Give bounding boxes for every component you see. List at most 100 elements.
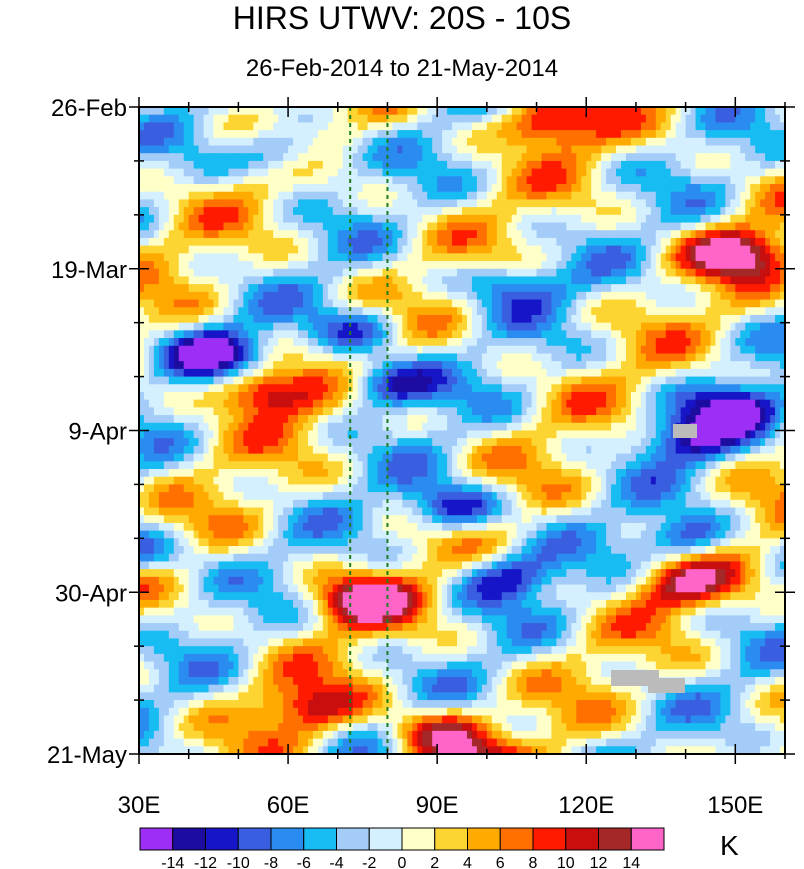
heatmap-cell bbox=[531, 130, 538, 139]
heatmap-cell bbox=[402, 237, 408, 247]
heatmap-cell bbox=[506, 176, 513, 185]
heatmap-cell bbox=[581, 130, 587, 139]
heatmap-cell bbox=[486, 245, 493, 254]
heatmap-cell bbox=[198, 261, 205, 270]
heatmap-cell bbox=[561, 253, 567, 262]
heatmap-cell bbox=[447, 230, 453, 239]
heatmap-cell bbox=[139, 130, 145, 139]
heatmap-cell bbox=[367, 299, 374, 308]
heatmap-cell bbox=[775, 291, 781, 301]
heatmap-cell bbox=[481, 253, 488, 262]
heatmap-cell bbox=[601, 299, 607, 308]
heatmap-cell bbox=[596, 284, 602, 293]
heatmap-cell bbox=[526, 191, 533, 201]
heatmap-cell bbox=[462, 284, 468, 293]
heatmap-cell bbox=[611, 345, 617, 355]
heatmap-cell bbox=[447, 245, 453, 254]
heatmap-cell bbox=[293, 361, 299, 370]
heatmap-cell bbox=[312, 184, 319, 193]
heatmap-cell bbox=[715, 122, 721, 131]
heatmap-cell bbox=[253, 107, 259, 116]
heatmap-cell bbox=[735, 314, 741, 324]
heatmap-cell bbox=[352, 207, 359, 216]
heatmap-cell bbox=[332, 399, 339, 408]
heatmap-cell bbox=[596, 137, 602, 147]
heatmap-cell bbox=[531, 322, 538, 331]
heatmap-cell bbox=[765, 338, 771, 347]
heatmap-cell bbox=[730, 299, 736, 308]
heatmap-cell bbox=[178, 338, 185, 347]
heatmap-cell bbox=[422, 322, 428, 331]
heatmap-cell bbox=[317, 107, 324, 116]
heatmap-cell bbox=[312, 361, 319, 370]
heatmap-cell bbox=[645, 376, 652, 385]
heatmap-cell bbox=[307, 245, 314, 254]
heatmap-cell bbox=[198, 268, 205, 278]
heatmap-cell bbox=[168, 330, 175, 339]
heatmap-cell bbox=[606, 245, 612, 254]
heatmap-cell bbox=[218, 137, 225, 147]
heatmap-cell bbox=[168, 168, 175, 177]
heatmap-cell bbox=[462, 107, 468, 116]
heatmap-cell bbox=[437, 353, 443, 362]
heatmap-cell bbox=[168, 391, 175, 401]
heatmap-cell bbox=[745, 176, 751, 185]
heatmap-cell bbox=[645, 307, 652, 316]
heatmap-cell bbox=[566, 361, 572, 370]
heatmap-cell bbox=[322, 376, 329, 385]
heatmap-cell bbox=[466, 330, 473, 339]
heatmap-cell bbox=[501, 268, 508, 278]
heatmap-cell bbox=[452, 137, 458, 147]
heatmap-cell bbox=[462, 330, 468, 339]
heatmap-cell bbox=[521, 276, 528, 285]
heatmap-cell bbox=[501, 338, 508, 347]
heatmap-cell bbox=[402, 384, 408, 393]
heatmap-cell bbox=[665, 114, 672, 123]
heatmap-cell bbox=[417, 191, 423, 201]
heatmap-cell bbox=[625, 145, 632, 154]
heatmap-cell bbox=[397, 345, 403, 355]
heatmap-cell bbox=[447, 191, 453, 201]
heatmap-cell bbox=[143, 160, 150, 170]
heatmap-cell bbox=[293, 268, 299, 278]
heatmap-cell bbox=[347, 268, 354, 278]
heatmap-cell bbox=[462, 368, 468, 378]
heatmap-cell bbox=[481, 114, 488, 123]
heatmap-cell bbox=[775, 307, 781, 316]
heatmap-cell bbox=[730, 122, 736, 131]
heatmap-cell bbox=[640, 330, 647, 339]
heatmap-cell bbox=[780, 322, 785, 331]
heatmap-cell bbox=[283, 345, 289, 355]
heatmap-cell bbox=[253, 168, 259, 177]
heatmap-cell bbox=[690, 237, 697, 247]
heatmap-cell bbox=[705, 276, 712, 285]
heatmap-cell bbox=[332, 276, 339, 285]
heatmap-cell bbox=[596, 176, 602, 185]
heatmap-cell bbox=[288, 130, 294, 139]
heatmap-cell bbox=[576, 245, 582, 254]
heatmap-cell bbox=[322, 268, 329, 278]
heatmap-cell bbox=[621, 168, 627, 177]
heatmap-cell bbox=[357, 338, 364, 347]
heatmap-cell bbox=[471, 137, 478, 147]
heatmap-cell bbox=[586, 122, 592, 131]
heatmap-cell bbox=[576, 130, 582, 139]
heatmap-cell bbox=[193, 168, 200, 177]
heatmap-cell bbox=[506, 114, 513, 123]
heatmap-cell bbox=[690, 214, 697, 224]
heatmap-cell bbox=[148, 237, 155, 247]
heatmap-cell bbox=[476, 107, 483, 116]
heatmap-cell bbox=[531, 314, 538, 324]
heatmap-cell bbox=[486, 284, 493, 293]
heatmap-cell bbox=[342, 184, 349, 193]
heatmap-cell bbox=[650, 114, 657, 123]
heatmap-cell bbox=[760, 176, 766, 185]
heatmap-cell bbox=[317, 268, 324, 278]
heatmap-cell bbox=[571, 314, 577, 324]
heatmap-cell bbox=[635, 322, 642, 331]
heatmap-cell bbox=[357, 291, 364, 301]
heatmap-cell bbox=[327, 245, 334, 254]
heatmap-cell bbox=[621, 230, 627, 239]
heatmap-cell bbox=[382, 222, 389, 231]
heatmap-cell bbox=[317, 237, 324, 247]
